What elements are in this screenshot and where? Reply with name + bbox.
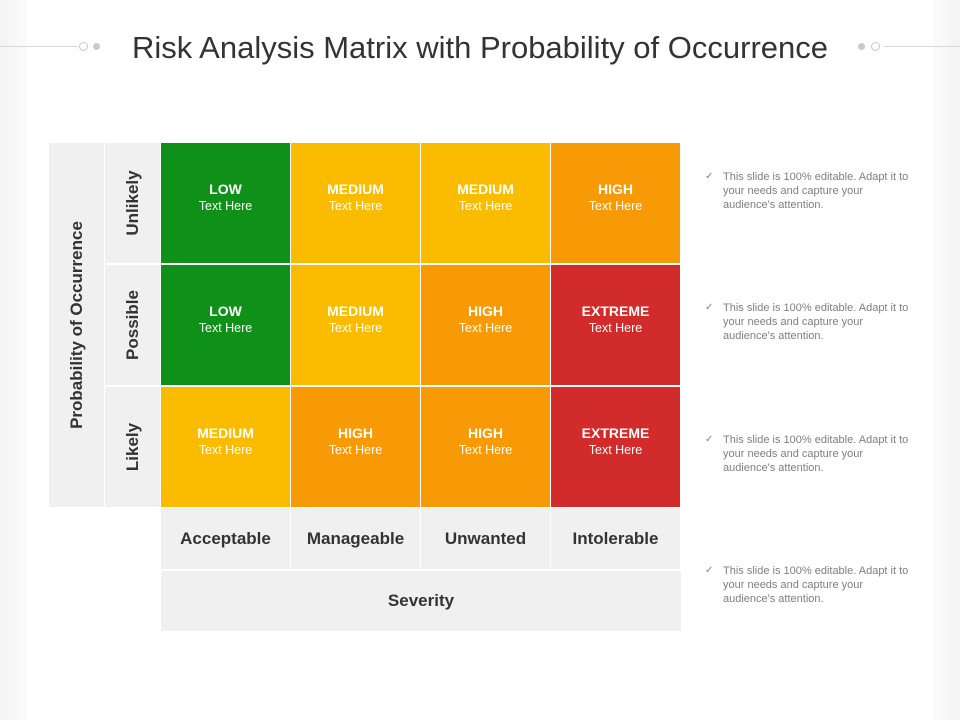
matrix-cell: HIGH Text Here: [291, 387, 420, 507]
cell-level: EXTREME: [581, 302, 650, 319]
cell-level: EXTREME: [581, 424, 650, 441]
cell-level: LOW: [209, 302, 242, 319]
cell-level: HIGH: [338, 424, 373, 441]
title-dot-hollow-right: [871, 42, 880, 51]
cell-level: MEDIUM: [457, 180, 514, 197]
title-dot-solid-right: [858, 43, 865, 50]
col-label-intolerable: Intolerable: [551, 508, 680, 569]
title-rule-right: [884, 46, 960, 47]
matrix-cell: MEDIUM Text Here: [421, 143, 550, 263]
note-item: ✓ This slide is 100% editable. Adapt it …: [705, 170, 910, 212]
matrix-cell: MEDIUM Text Here: [161, 387, 290, 507]
cell-subtext: Text Here: [458, 320, 513, 335]
title-rule-left: [0, 46, 78, 47]
cell-subtext: Text Here: [198, 442, 253, 457]
row-label-text: Likely: [122, 422, 142, 472]
cell-level: MEDIUM: [327, 180, 384, 197]
cell-subtext: Text Here: [458, 442, 513, 457]
check-icon: ✓: [705, 171, 714, 182]
slide-edge-left: [0, 0, 26, 720]
cell-subtext: Text Here: [328, 320, 383, 335]
cell-level: HIGH: [598, 180, 633, 197]
col-label-unwanted: Unwanted: [421, 508, 550, 569]
cell-subtext: Text Here: [588, 198, 643, 213]
page-title: Risk Analysis Matrix with Probability of…: [131, 30, 828, 65]
row-label-text: Possible: [122, 290, 142, 360]
matrix-cell: HIGH Text Here: [421, 387, 550, 507]
matrix-cell: MEDIUM Text Here: [291, 143, 420, 263]
note-item: ✓ This slide is 100% editable. Adapt it …: [705, 564, 910, 606]
check-icon: ✓: [705, 302, 714, 313]
matrix-cell: LOW Text Here: [161, 143, 290, 263]
note-item: ✓ This slide is 100% editable. Adapt it …: [705, 301, 910, 343]
note-text: This slide is 100% editable. Adapt it to…: [723, 302, 909, 342]
check-icon: ✓: [705, 434, 714, 445]
cell-subtext: Text Here: [198, 320, 253, 335]
matrix-cell: HIGH Text Here: [551, 143, 680, 263]
note-text: This slide is 100% editable. Adapt it to…: [723, 171, 909, 211]
row-label-text: Unlikely: [122, 170, 142, 236]
row-label-possible: Possible: [105, 265, 160, 385]
matrix-cell: HIGH Text Here: [421, 265, 550, 385]
note-item: ✓ This slide is 100% editable. Adapt it …: [705, 433, 910, 475]
slide-edge-right: [934, 0, 960, 720]
col-label-acceptable: Acceptable: [161, 508, 290, 569]
matrix-cell: LOW Text Here: [161, 265, 290, 385]
y-axis-label: Probability of Occurrence: [66, 221, 86, 429]
cell-level: MEDIUM: [327, 302, 384, 319]
cell-subtext: Text Here: [198, 198, 253, 213]
note-text: This slide is 100% editable. Adapt it to…: [723, 565, 909, 605]
cell-level: HIGH: [468, 424, 503, 441]
y-axis-label-box: Probability of Occurrence: [49, 143, 104, 507]
note-text: This slide is 100% editable. Adapt it to…: [723, 434, 909, 474]
row-label-unlikely: Unlikely: [105, 143, 160, 263]
matrix-cell: MEDIUM Text Here: [291, 265, 420, 385]
cell-subtext: Text Here: [328, 442, 383, 457]
cell-subtext: Text Here: [588, 320, 643, 335]
x-axis-label: Severity: [161, 571, 681, 631]
cell-subtext: Text Here: [588, 442, 643, 457]
matrix-cell: EXTREME Text Here: [551, 387, 680, 507]
cell-level: HIGH: [468, 302, 503, 319]
cell-subtext: Text Here: [328, 198, 383, 213]
cell-subtext: Text Here: [458, 198, 513, 213]
matrix-cell: EXTREME Text Here: [551, 265, 680, 385]
row-label-likely: Likely: [105, 387, 160, 507]
cell-level: LOW: [209, 180, 242, 197]
col-label-manageable: Manageable: [291, 508, 420, 569]
title-dot-solid-left: [93, 43, 100, 50]
title-dot-hollow-left: [79, 42, 88, 51]
cell-level: MEDIUM: [197, 424, 254, 441]
check-icon: ✓: [705, 565, 714, 576]
